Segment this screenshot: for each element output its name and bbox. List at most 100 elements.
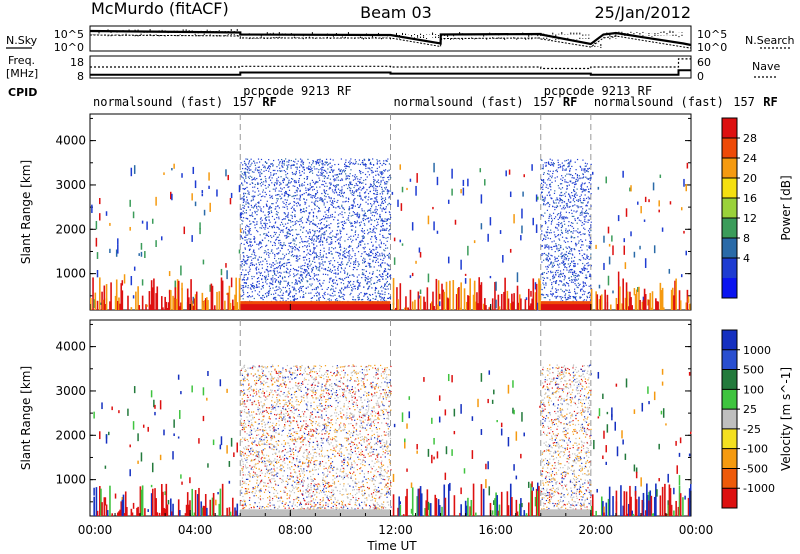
pcp-speckle xyxy=(552,274,555,276)
near-range-echo xyxy=(500,293,503,310)
pcp-speckle xyxy=(312,216,315,218)
pcp-speckle xyxy=(242,258,244,260)
pcp-speckle xyxy=(381,255,383,257)
pcp-speckle xyxy=(574,292,576,294)
pcp-speckle xyxy=(290,181,292,183)
pcp-speckle xyxy=(574,183,576,186)
pcp-speckle xyxy=(272,225,275,227)
pcp-speckle xyxy=(561,290,564,292)
pcp-speckle xyxy=(260,217,262,219)
pcp-speckle xyxy=(326,161,328,163)
pcp-speckle xyxy=(558,249,561,252)
pcp-speckle xyxy=(320,197,322,199)
pcp-speckle xyxy=(352,235,355,237)
pcp-speckle xyxy=(298,291,300,293)
pcp-speckle xyxy=(586,262,588,265)
pcp-speckle xyxy=(275,292,277,294)
pcp-speckle xyxy=(561,179,564,182)
pcp-speckle xyxy=(298,181,300,183)
pcp-speckle xyxy=(564,276,566,278)
pcp-speckle xyxy=(340,246,342,248)
near-range-echo xyxy=(149,304,152,310)
pcp-speckle xyxy=(251,295,254,297)
pcp-speckle xyxy=(387,189,389,191)
pcp-speckle xyxy=(299,220,301,222)
pcp-speckle xyxy=(351,194,353,196)
pcp-speckle xyxy=(287,231,289,233)
pcp-speckle xyxy=(296,168,298,170)
near-range-echo xyxy=(173,297,175,310)
pcp-speckle xyxy=(590,224,592,226)
pcp-speckle xyxy=(341,178,343,180)
pcp-speckle xyxy=(556,248,558,250)
pcp-speckle xyxy=(573,256,576,258)
pcp-speckle xyxy=(368,293,371,296)
pcp-speckle xyxy=(336,174,339,176)
pcp-speckle xyxy=(264,167,266,169)
pcp-speckle xyxy=(327,266,330,269)
pcp-speckle xyxy=(307,286,309,288)
pcp-speckle xyxy=(272,277,274,279)
pcp-speckle xyxy=(322,233,324,235)
pcp-speckle xyxy=(554,190,556,192)
pcp-speckle xyxy=(355,258,357,260)
pcp-speckle xyxy=(289,202,291,205)
pcp-speckle xyxy=(283,162,285,165)
near-range-echo xyxy=(423,296,425,310)
pcp-speckle xyxy=(277,205,279,207)
pcp-speckle xyxy=(575,192,577,194)
pcp-speckle xyxy=(385,229,388,231)
pcp-speckle xyxy=(581,182,583,184)
pcp-speckle xyxy=(242,198,245,200)
pcp-speckle xyxy=(362,171,364,174)
pcp-speckle xyxy=(558,223,560,226)
pcp-speckle xyxy=(272,283,274,286)
pcp-speckle xyxy=(262,281,264,284)
pcp-speckle xyxy=(573,190,575,192)
cpid-segment-code: 157 xyxy=(733,95,755,109)
pcp-speckle xyxy=(263,226,265,229)
pcp-speckle xyxy=(379,239,381,241)
pcp-speckle xyxy=(261,172,263,175)
pcp-speckle xyxy=(370,241,373,243)
pcp-speckle xyxy=(342,225,345,227)
pcp-speckle xyxy=(554,245,556,248)
pcp-speckle xyxy=(250,238,252,240)
pcp-speckle xyxy=(316,299,318,301)
pcp-speckle xyxy=(344,286,346,288)
pcp-speckle xyxy=(374,237,377,239)
pcp-speckle xyxy=(269,197,271,199)
pcp-speckle xyxy=(312,181,314,183)
pcp-speckle xyxy=(297,202,300,205)
near-range-echo xyxy=(177,280,180,310)
pcp-speckle xyxy=(306,270,308,272)
pcp-speckle xyxy=(268,292,270,294)
nsearch-label: N.Search xyxy=(745,34,795,47)
pcp-speckle xyxy=(300,220,303,222)
pcp-speckle xyxy=(583,183,585,185)
pcp-speckle xyxy=(372,244,374,246)
pcp-speckle xyxy=(328,260,330,263)
pcp-speckle xyxy=(311,186,313,188)
echo-streak xyxy=(480,194,483,204)
near-range-echo xyxy=(90,297,92,310)
pcp-speckle xyxy=(556,296,558,298)
pcp-speckle xyxy=(542,282,544,284)
pcp-speckle xyxy=(271,195,273,197)
pcp-speckle xyxy=(542,215,545,217)
pcp-speckle xyxy=(345,175,347,177)
pcp-speckle xyxy=(587,196,589,198)
pcp-speckle xyxy=(359,171,361,173)
pcp-speckle xyxy=(582,281,584,283)
near-range-echo xyxy=(174,287,177,310)
pcp-speckle xyxy=(254,241,256,243)
pcp-speckle xyxy=(309,182,311,184)
pcp-speckle xyxy=(312,229,314,231)
pcp-speckle xyxy=(260,209,262,211)
pcp-speckle xyxy=(249,175,251,177)
pcp-speckle xyxy=(315,181,317,184)
pcp-speckle xyxy=(582,173,584,175)
pcp-speckle xyxy=(324,176,326,178)
pcp-speckle xyxy=(330,216,332,218)
pcp-speckle xyxy=(281,230,283,232)
